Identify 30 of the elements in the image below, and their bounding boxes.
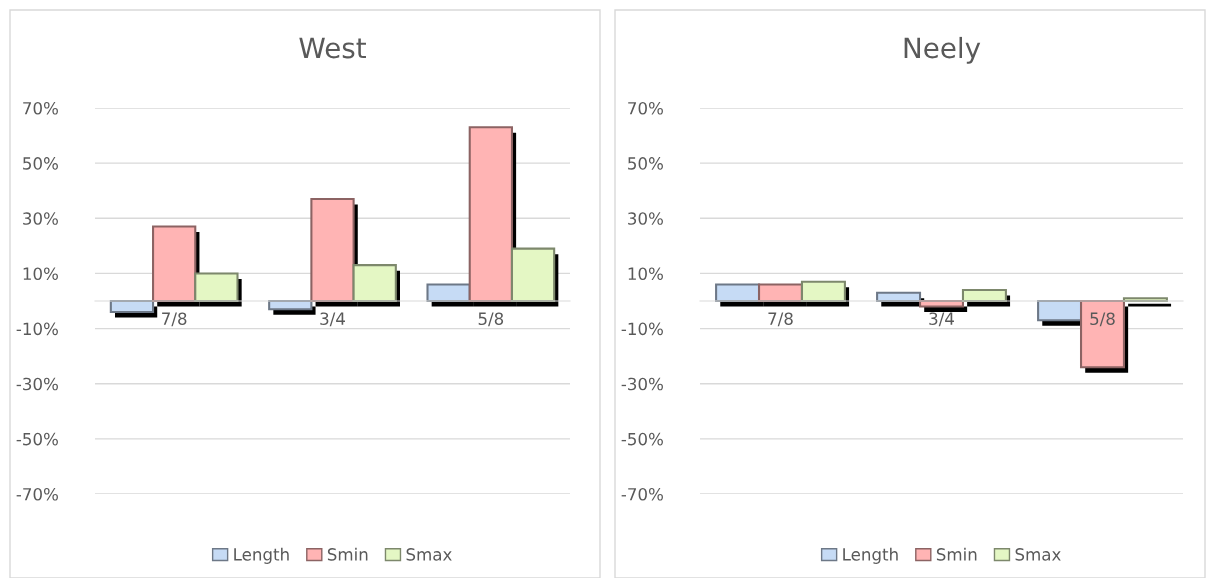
x-tick-label: 5/8: [1090, 312, 1115, 327]
y-tick-label: 70%: [628, 101, 663, 115]
chart-title: Neely: [904, 36, 981, 64]
chart-title: West: [299, 37, 366, 59]
x-tick-label: 5/8: [478, 312, 504, 327]
y-tick-label: 50%: [628, 157, 663, 170]
y-tick-label: -70%: [621, 487, 663, 501]
x-tick-label: 3/4: [320, 312, 345, 327]
legend-label: Smin: [327, 547, 368, 561]
y-tick-label: 10%: [23, 267, 58, 280]
y-tick-label: 30%: [23, 212, 58, 225]
legend-label: Smax: [406, 548, 452, 561]
legend-label: Smin: [936, 547, 977, 561]
x-tick-label: 7/8: [162, 312, 187, 327]
x-tick-label: 7/8: [768, 312, 793, 327]
y-tick-label: -30%: [621, 377, 663, 391]
legend-label: Length: [234, 547, 289, 564]
y-tick-label: -50%: [621, 432, 663, 446]
y-tick-label: 10%: [628, 267, 663, 280]
x-tick-label: 3/4: [929, 312, 954, 327]
y-tick-label: -70%: [16, 487, 58, 501]
y-tick-label: 50%: [23, 157, 58, 170]
y-tick-label: -10%: [621, 322, 663, 336]
legend-label: Length: [843, 547, 898, 564]
y-tick-label: -30%: [16, 377, 58, 391]
legend-label: Smax: [1015, 548, 1061, 561]
y-tick-label: -10%: [16, 322, 58, 336]
y-tick-label: 70%: [23, 101, 58, 115]
y-tick-label: 30%: [628, 212, 663, 225]
y-tick-label: -50%: [16, 432, 58, 446]
